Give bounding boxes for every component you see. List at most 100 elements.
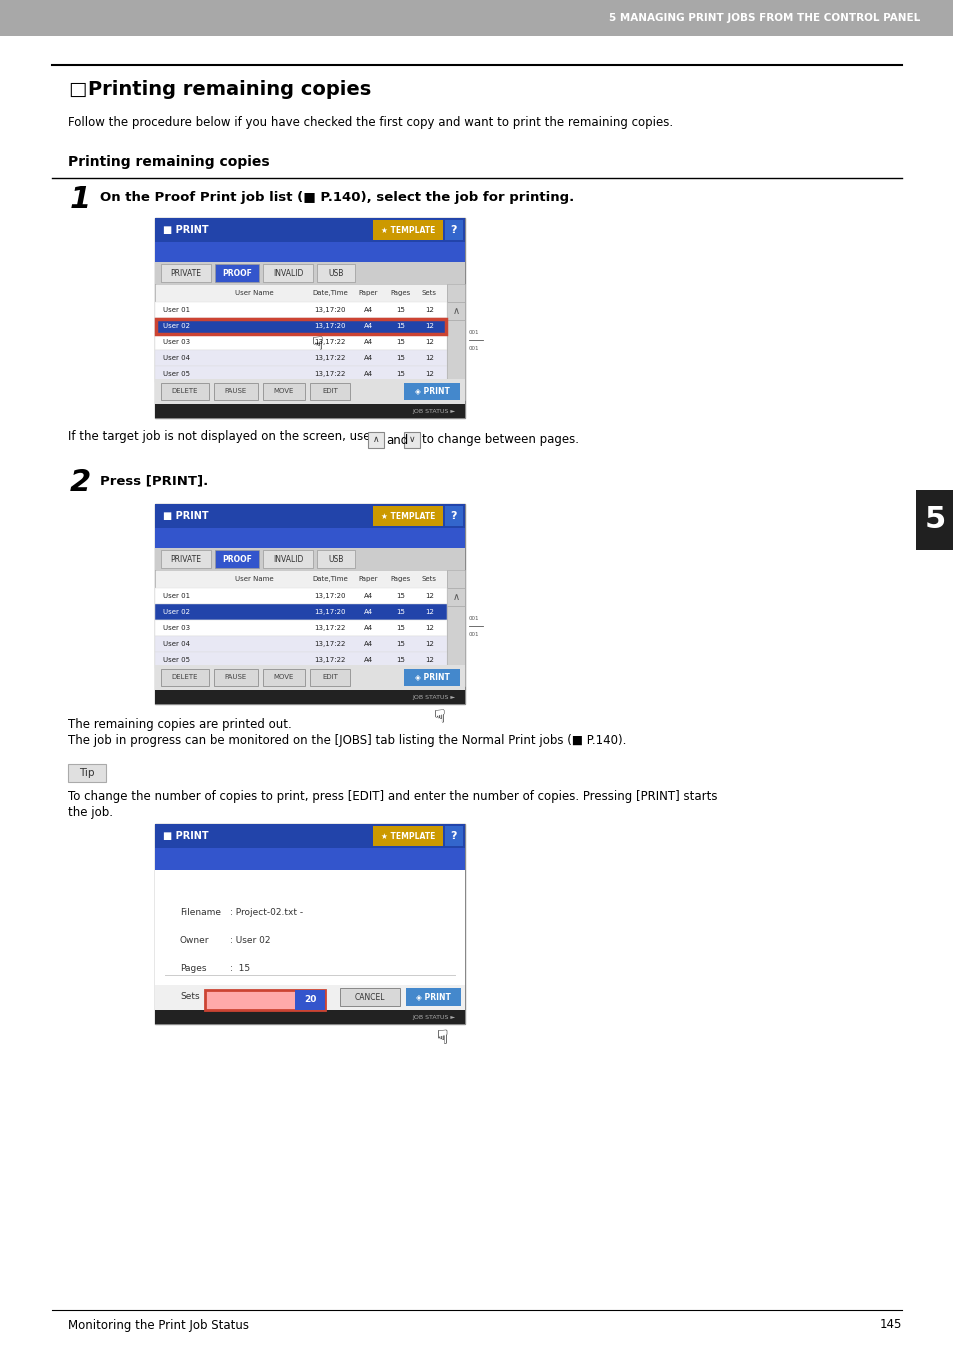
Bar [154,528,464,549]
Text: Sets: Sets [421,576,436,582]
Bar [406,988,460,1006]
Bar [339,988,399,1006]
Bar [403,669,459,686]
Text: to change between pages.: to change between pages. [421,434,578,446]
Bar [154,549,464,570]
Text: 001: 001 [469,346,479,350]
Text: ∨: ∨ [408,435,415,444]
Text: INVALID: INVALID [273,554,303,563]
Bar [154,690,464,704]
Bar [154,570,447,588]
Text: ∨: ∨ [452,386,459,396]
Text: 13,17:20: 13,17:20 [314,307,346,313]
Bar [373,220,442,240]
Bar [263,382,305,400]
Text: 12: 12 [425,355,434,361]
Bar [214,263,258,282]
Bar [373,825,442,846]
Bar [447,570,464,588]
Text: Monitoring the Print Job Status: Monitoring the Print Job Status [68,1319,249,1332]
Text: A4: A4 [363,307,373,313]
Bar [263,263,313,282]
Bar [161,669,209,686]
Text: User 02: User 02 [163,323,190,330]
Text: CANCEL: CANCEL [355,993,385,1001]
Text: 13,17:20: 13,17:20 [314,323,346,330]
Text: 12: 12 [425,640,434,647]
Text: 15: 15 [395,372,404,377]
Text: A4: A4 [363,323,373,330]
Text: A4: A4 [363,593,373,598]
Bar [161,382,209,400]
Text: Sets: Sets [180,992,199,1001]
Text: ?: ? [450,511,456,521]
Bar [154,380,464,404]
Bar [154,504,464,528]
Text: MOVE: MOVE [274,388,294,394]
Text: JOB STATUS ►: JOB STATUS ► [412,1015,455,1020]
Text: USB: USB [328,554,343,563]
Text: 15: 15 [395,323,404,330]
Text: User 01: User 01 [163,593,190,598]
Text: ∧: ∧ [452,305,459,316]
Text: □: □ [68,80,87,99]
Text: If the target job is not displayed on the screen, use: If the target job is not displayed on th… [68,430,370,443]
Text: EDIT: EDIT [322,674,337,680]
Text: ◈ PRINT: ◈ PRINT [415,386,449,396]
Text: Printing remaining copies: Printing remaining copies [68,155,270,169]
Bar [213,382,257,400]
Text: EDIT: EDIT [322,388,337,394]
Bar [294,990,325,1011]
Text: A4: A4 [363,355,373,361]
Text: A4: A4 [363,626,373,631]
Bar [373,507,442,526]
Text: ★ TEMPLATE: ★ TEMPLATE [380,831,435,840]
Text: ★ TEMPLATE: ★ TEMPLATE [380,226,435,235]
Text: 1: 1 [70,185,91,213]
Bar [156,319,446,334]
Text: 12: 12 [425,609,434,615]
Text: 15: 15 [395,307,404,313]
Text: DELETE: DELETE [172,388,198,394]
Text: ?: ? [450,831,456,842]
Text: PAUSE: PAUSE [225,388,247,394]
Text: ☞: ☞ [428,708,446,724]
Bar [154,588,447,604]
Text: 15: 15 [395,640,404,647]
Text: 20: 20 [303,994,315,1004]
Bar [154,870,464,985]
Text: To change the number of copies to print, press [EDIT] and enter the number of co: To change the number of copies to print,… [68,790,717,802]
Bar [154,284,447,303]
Text: User 03: User 03 [163,626,190,631]
Bar [154,653,447,667]
Text: 13,17:22: 13,17:22 [314,339,346,345]
Text: 13,17:22: 13,17:22 [314,372,346,377]
Text: 12: 12 [425,339,434,345]
Text: ★ TEMPLATE: ★ TEMPLATE [380,512,435,520]
Text: 13,17:20: 13,17:20 [314,593,346,598]
Text: Tip: Tip [79,767,94,778]
Bar [154,404,464,417]
Text: : User 02: : User 02 [230,936,271,944]
Text: 15: 15 [395,626,404,631]
Text: ◈ PRINT: ◈ PRINT [415,673,449,681]
Bar [316,263,355,282]
Text: ◈ PRINT: ◈ PRINT [416,993,451,1001]
Bar [213,669,257,686]
Bar [154,824,464,1024]
Text: 13,17:22: 13,17:22 [314,355,346,361]
Text: ∧: ∧ [373,435,379,444]
Text: USB: USB [328,269,343,277]
Text: PROOF: PROOF [222,554,252,563]
Bar [154,824,464,848]
Bar [447,320,464,382]
Text: A4: A4 [363,609,373,615]
Text: The job in progress can be monitored on the [JOBS] tab listing the Normal Print : The job in progress can be monitored on … [68,734,626,747]
Bar [915,490,953,550]
Bar [310,669,350,686]
Text: User 01: User 01 [163,307,190,313]
Bar [205,990,325,1011]
Text: ☞: ☞ [429,1028,448,1046]
Text: Pages: Pages [390,290,410,296]
Text: ∧: ∧ [452,592,459,603]
